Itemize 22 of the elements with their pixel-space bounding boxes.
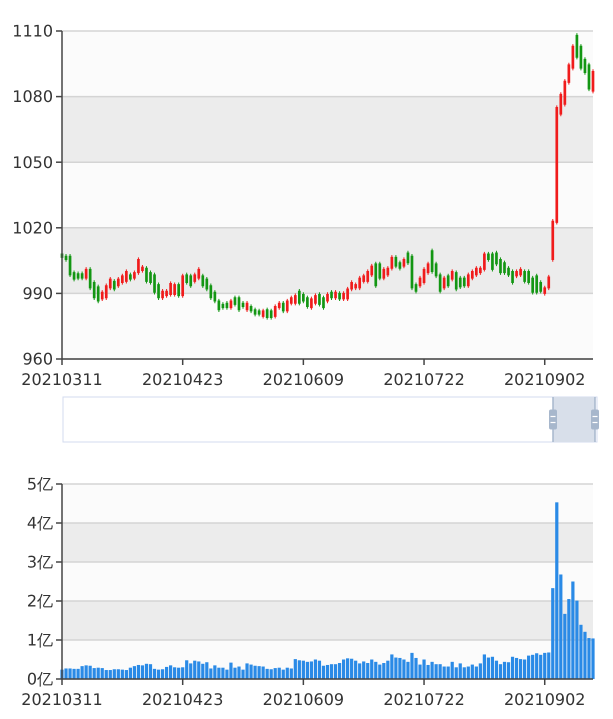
y-tick-label: 4亿 [26,514,53,533]
x-tick-label: 20210722 [383,370,465,389]
y-tick-label: 1050 [12,152,53,172]
x-tick-label: 20210311 [21,370,103,389]
y-tick-label: 960 [22,350,53,369]
y-tick-label: 0亿 [26,670,53,689]
y-tick-label: 5亿 [26,474,53,494]
x-tick-label: 20210609 [262,690,344,709]
x-tick-label: 20210609 [262,370,344,389]
y-tick-label: 990 [22,284,53,303]
x-tick-label: 20210423 [142,690,224,709]
y-tick-label: 2亿 [26,592,53,611]
y-tick-label: 1110 [12,22,53,41]
y-tick-label: 1080 [12,87,53,106]
x-tick-label: 20210423 [142,370,224,389]
x-tick-label: 20210722 [383,690,465,709]
x-tick-label: 20210902 [504,690,586,709]
y-tick-label: 3亿 [26,552,53,572]
x-tick-label: 20210311 [21,690,103,709]
y-tick-label: 1020 [12,218,53,238]
x-tick-label: 20210902 [504,370,586,389]
y-tick-label: 1亿 [26,630,53,650]
